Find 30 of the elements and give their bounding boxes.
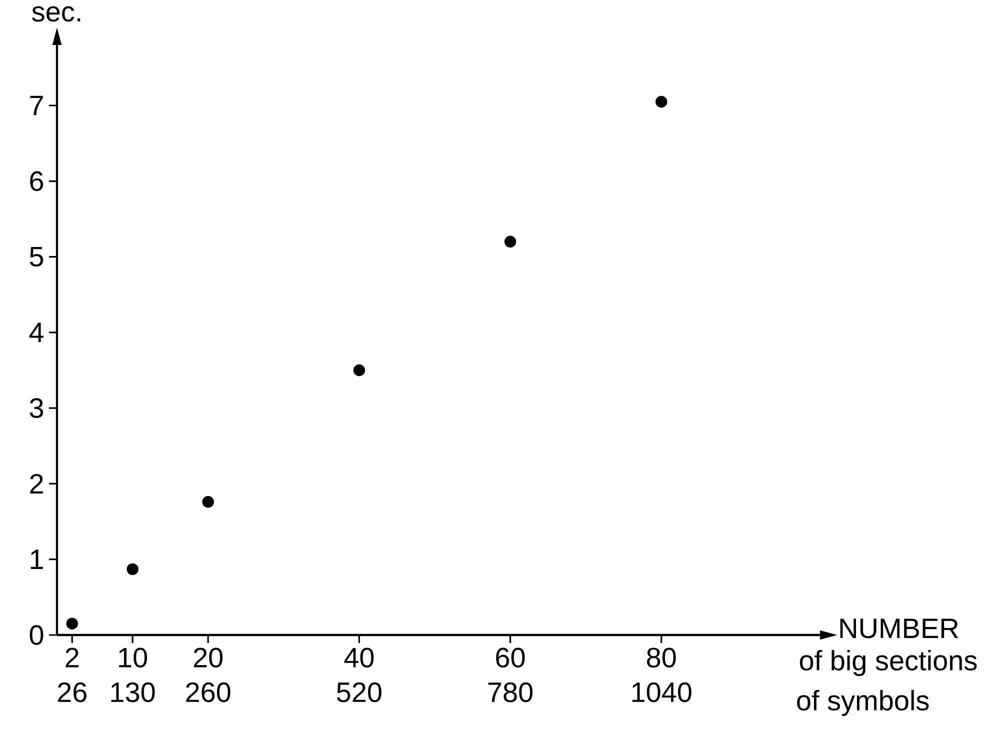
x2-axis-title: of symbols (797, 690, 929, 716)
x-tick-label: 60 (496, 648, 525, 668)
y-axis-title: sec. (32, 6, 80, 22)
y-tick-label: 4 (29, 322, 44, 342)
x2-tick-label: 130 (111, 682, 155, 702)
y-tick-label: 7 (30, 96, 43, 116)
y-tick-label: 1 (30, 550, 43, 569)
y-tick-label: 0 (30, 625, 44, 645)
x-tick-label: 80 (647, 648, 676, 668)
point (504, 236, 516, 248)
x-axis-title: NUMBER (840, 618, 958, 638)
y-tick-label: 5 (30, 247, 44, 267)
point (353, 364, 366, 376)
point (66, 618, 78, 630)
x2-tick-label: 520 (336, 682, 382, 702)
point (126, 563, 138, 576)
text: of big sections (800, 650, 977, 676)
y-tick-label: 2 (30, 474, 43, 494)
y-tick-label: 3 (30, 398, 44, 418)
point (655, 96, 668, 108)
x-tick-label: 20 (194, 648, 223, 668)
x2-tick-label: 1040 (632, 682, 692, 702)
x2-tick-label: 780 (488, 682, 533, 702)
x2-tick-label: 260 (186, 682, 230, 702)
point (202, 496, 214, 508)
x-tick-label: 2 (66, 648, 78, 668)
y-tick-label: 6 (30, 171, 44, 192)
x-tick-label: 10 (119, 648, 148, 668)
x-tick-label: 40 (344, 648, 374, 668)
x2-tick-label: 26 (58, 682, 86, 702)
